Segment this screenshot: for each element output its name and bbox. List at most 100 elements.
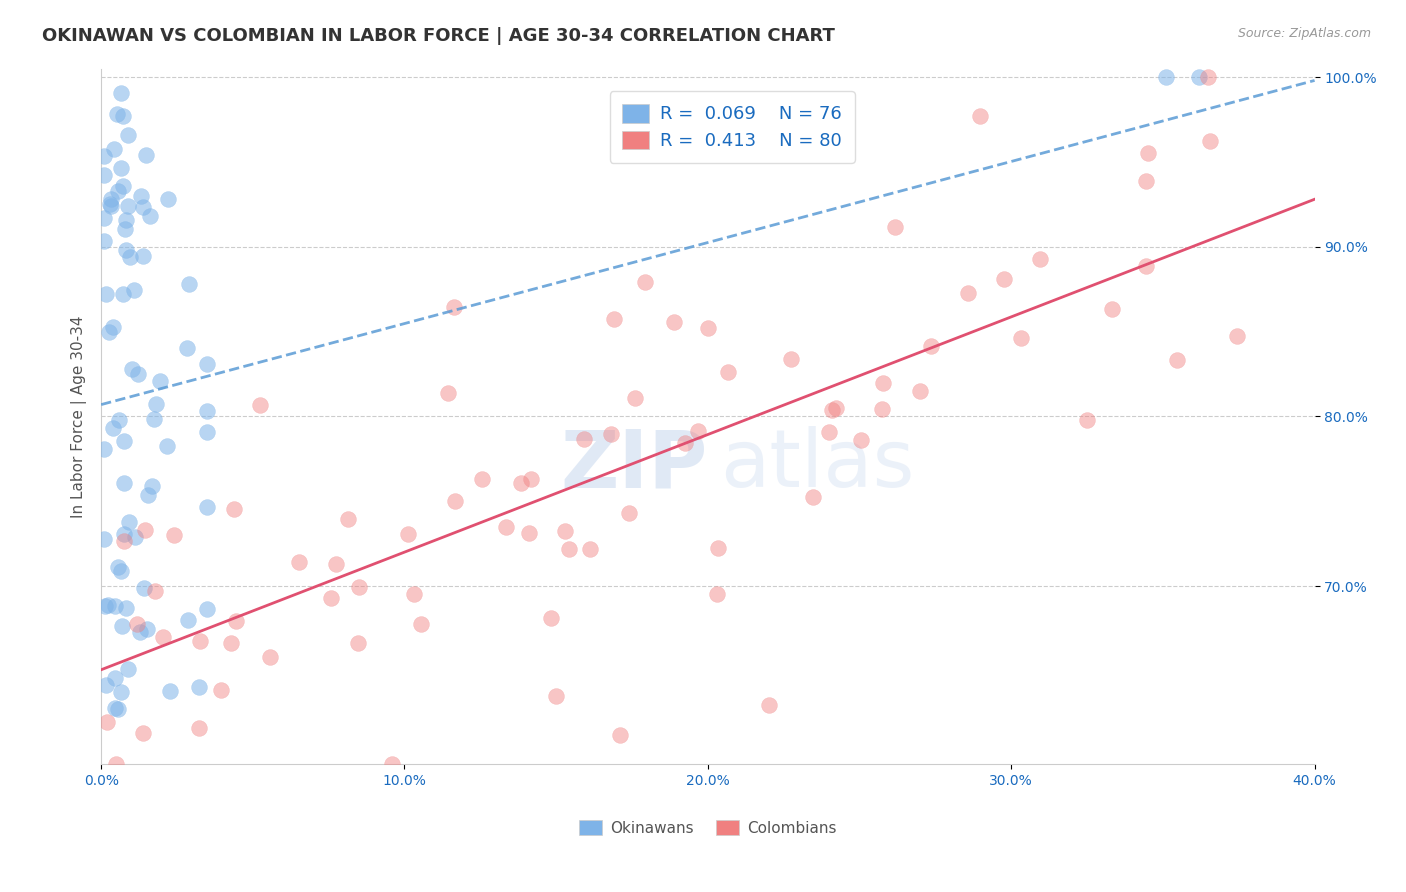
Point	[444, 494, 467, 508]
Point	[1136, 146, 1159, 161]
Point	[134, 524, 156, 538]
Point	[706, 587, 728, 601]
Point	[93, 169, 115, 183]
Point	[112, 109, 135, 123]
Point	[93, 532, 115, 546]
Point	[134, 581, 156, 595]
Point	[177, 277, 200, 291]
Point	[101, 421, 124, 435]
Point	[1135, 259, 1157, 273]
Point	[101, 319, 124, 334]
Point	[707, 541, 730, 556]
Point	[107, 702, 129, 716]
Text: ZIP: ZIP	[561, 426, 707, 504]
Point	[758, 698, 780, 712]
Point	[471, 472, 494, 486]
Point	[127, 368, 149, 382]
Point	[572, 432, 595, 446]
Point	[717, 365, 740, 379]
Point	[872, 376, 894, 390]
Point	[93, 211, 115, 226]
Point	[117, 199, 139, 213]
Point	[817, 425, 839, 440]
Point	[112, 527, 135, 541]
Legend: Okinawans, Colombians: Okinawans, Colombians	[574, 814, 842, 842]
Point	[139, 209, 162, 223]
Point	[145, 397, 167, 411]
Point	[114, 222, 136, 236]
Point	[157, 192, 180, 206]
Point	[100, 199, 122, 213]
Point	[93, 234, 115, 248]
Point	[103, 701, 125, 715]
Point	[112, 476, 135, 491]
Y-axis label: In Labor Force | Age 30-34: In Labor Force | Age 30-34	[72, 315, 87, 517]
Point	[110, 685, 132, 699]
Point	[188, 633, 211, 648]
Point	[177, 613, 200, 627]
Point	[103, 142, 125, 156]
Point	[132, 249, 155, 263]
Point	[111, 619, 134, 633]
Point	[1166, 352, 1188, 367]
Point	[93, 149, 115, 163]
Point	[98, 197, 121, 211]
Point	[510, 475, 533, 490]
Point	[219, 636, 242, 650]
Point	[103, 599, 125, 614]
Point	[195, 500, 218, 514]
Point	[104, 671, 127, 685]
Point	[112, 434, 135, 449]
Point	[131, 200, 153, 214]
Point	[136, 488, 159, 502]
Point	[117, 662, 139, 676]
Point	[135, 148, 157, 162]
Point	[195, 425, 218, 440]
Point	[675, 435, 697, 450]
Point	[163, 527, 186, 541]
Point	[127, 616, 149, 631]
Point	[520, 472, 543, 486]
Point	[396, 527, 419, 541]
Point	[325, 557, 347, 571]
Point	[249, 398, 271, 412]
Point	[402, 587, 425, 601]
Point	[920, 339, 942, 353]
Point	[143, 584, 166, 599]
Point	[1199, 134, 1222, 148]
Point	[156, 439, 179, 453]
Point	[546, 690, 568, 704]
Point	[1076, 413, 1098, 427]
Point	[1010, 331, 1032, 345]
Point	[579, 542, 602, 557]
Point	[910, 384, 932, 399]
Point	[143, 411, 166, 425]
Point	[110, 161, 132, 175]
Point	[600, 427, 623, 442]
Point	[347, 580, 370, 594]
Point	[557, 541, 579, 556]
Point	[121, 361, 143, 376]
Point	[124, 530, 146, 544]
Point	[1226, 328, 1249, 343]
Point	[107, 559, 129, 574]
Point	[602, 311, 624, 326]
Point	[187, 721, 209, 735]
Point	[821, 402, 844, 417]
Point	[884, 219, 907, 234]
Point	[686, 424, 709, 438]
Point	[436, 385, 458, 400]
Point	[1197, 70, 1219, 84]
Point	[187, 681, 209, 695]
Point	[118, 515, 141, 529]
Point	[225, 614, 247, 628]
Text: OKINAWAN VS COLOMBIAN IN LABOR FORCE | AGE 30-34 CORRELATION CHART: OKINAWAN VS COLOMBIAN IN LABOR FORCE | A…	[42, 27, 835, 45]
Point	[617, 506, 640, 520]
Point	[107, 413, 129, 427]
Point	[1101, 302, 1123, 317]
Point	[554, 524, 576, 538]
Point	[112, 179, 135, 194]
Point	[347, 635, 370, 649]
Point	[195, 357, 218, 371]
Point	[96, 714, 118, 729]
